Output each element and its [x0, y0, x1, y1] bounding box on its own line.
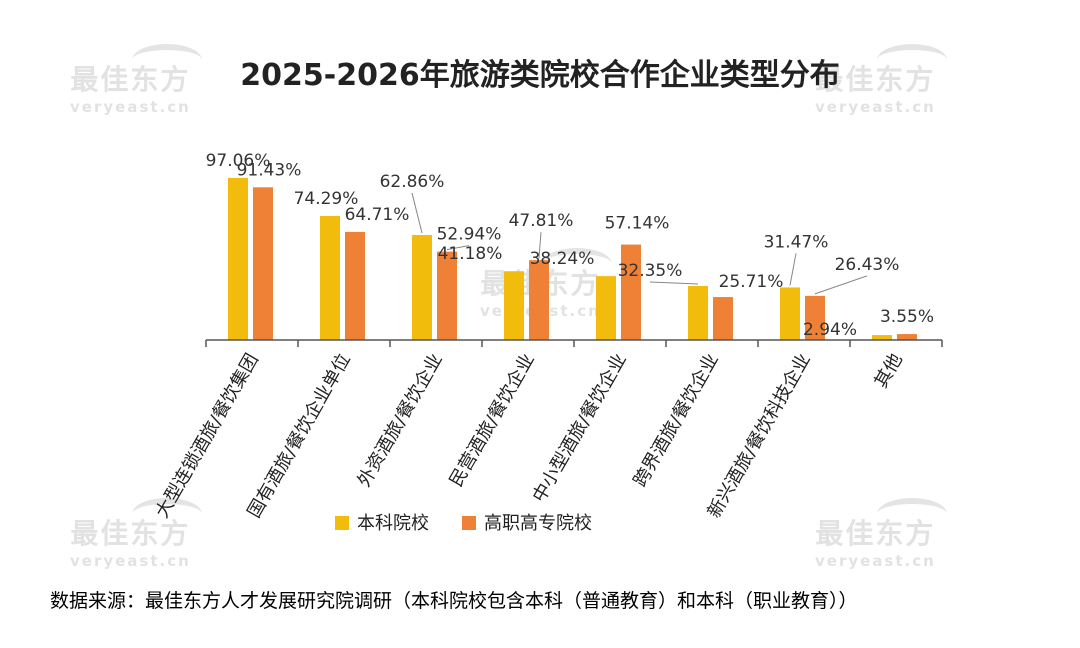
data-label: 25.71%: [719, 272, 784, 292]
category-label: 新兴酒旅/餐饮科技企业: [704, 350, 815, 522]
data-label: 74.29%: [294, 189, 359, 209]
bar-undergrad-5: [688, 285, 708, 340]
data-label: 32.35%: [618, 261, 683, 281]
data-label: 57.14%: [605, 214, 670, 234]
data-label: 38.24%: [530, 249, 595, 269]
bar-undergrad-3: [504, 271, 524, 340]
data-label: 52.94%: [437, 225, 502, 245]
watermark-swoosh-icon: [542, 248, 612, 280]
bar-vocational-7: [897, 334, 917, 340]
bar-vocational-4: [621, 244, 641, 340]
category-label: 国有酒旅/餐饮企业单位: [244, 350, 355, 522]
label-leader-line: [538, 232, 542, 259]
legend-label: 高职高专院校: [484, 513, 592, 534]
legend-swatch: [462, 516, 476, 530]
bar-vocational-1: [345, 231, 365, 340]
bar-vocational-6: [805, 295, 825, 340]
bar-undergrad-2: [412, 235, 432, 340]
data-label: 91.43%: [237, 160, 302, 180]
bar-vocational-0: [253, 187, 273, 340]
legend-swatch: [335, 516, 349, 530]
category-label: 跨界酒旅/餐饮企业: [630, 350, 723, 490]
category-label: 其他: [871, 350, 907, 392]
watermark-swoosh-icon: [877, 44, 947, 76]
label-leader-line: [814, 275, 868, 295]
watermark: 最佳东方 veryeast.cn: [70, 498, 202, 570]
bar-undergrad-0: [228, 177, 248, 340]
label-leader-line: [789, 253, 797, 286]
data-label: 3.55%: [880, 307, 934, 327]
data-label: 26.43%: [835, 255, 900, 275]
legend-label: 本科院校: [357, 513, 429, 534]
chart-title: 2025-2026年旅游类院校合作企业类型分布: [240, 58, 839, 93]
data-label: 41.18%: [438, 244, 503, 264]
watermark: 最佳东方 veryeast.cn: [815, 498, 947, 570]
bar-undergrad-4: [596, 276, 616, 340]
watermark-swoosh-icon: [132, 44, 202, 76]
label-leader-line: [649, 281, 699, 285]
bar-vocational-3: [529, 260, 549, 340]
category-label: 民营酒旅/餐饮企业: [446, 350, 539, 490]
data-label: 2.94%: [803, 320, 857, 340]
watermark-swoosh-icon: [132, 498, 202, 530]
bar-undergrad-1: [320, 215, 340, 340]
label-leader-line: [411, 192, 423, 234]
bar-vocational-5: [713, 297, 733, 340]
watermark-swoosh-icon: [877, 498, 947, 530]
category-label: 中小型酒旅/餐饮企业: [529, 350, 631, 506]
bar-vocational-2: [437, 251, 457, 340]
bar-undergrad-6: [780, 287, 800, 340]
watermark: 最佳东方 veryeast.cn: [70, 44, 202, 116]
watermark: 最佳东方 veryeast.cn: [815, 44, 947, 116]
data-label: 97.06%: [206, 151, 271, 171]
category-label: 大型连锁酒旅/餐饮集团: [152, 350, 263, 522]
bar-undergrad-7: [872, 335, 892, 340]
data-label: 31.47%: [764, 232, 829, 252]
data-label: 47.81%: [509, 211, 574, 231]
label-leader-line: [446, 245, 470, 251]
data-label: 64.71%: [345, 205, 410, 225]
source-note: 数据来源：最佳东方人才发展研究院调研（本科院校包含本科（普通教育）和本科（职业教…: [50, 590, 858, 612]
data-label: 62.86%: [380, 172, 445, 192]
category-label: 外资酒旅/餐饮企业: [354, 350, 447, 490]
